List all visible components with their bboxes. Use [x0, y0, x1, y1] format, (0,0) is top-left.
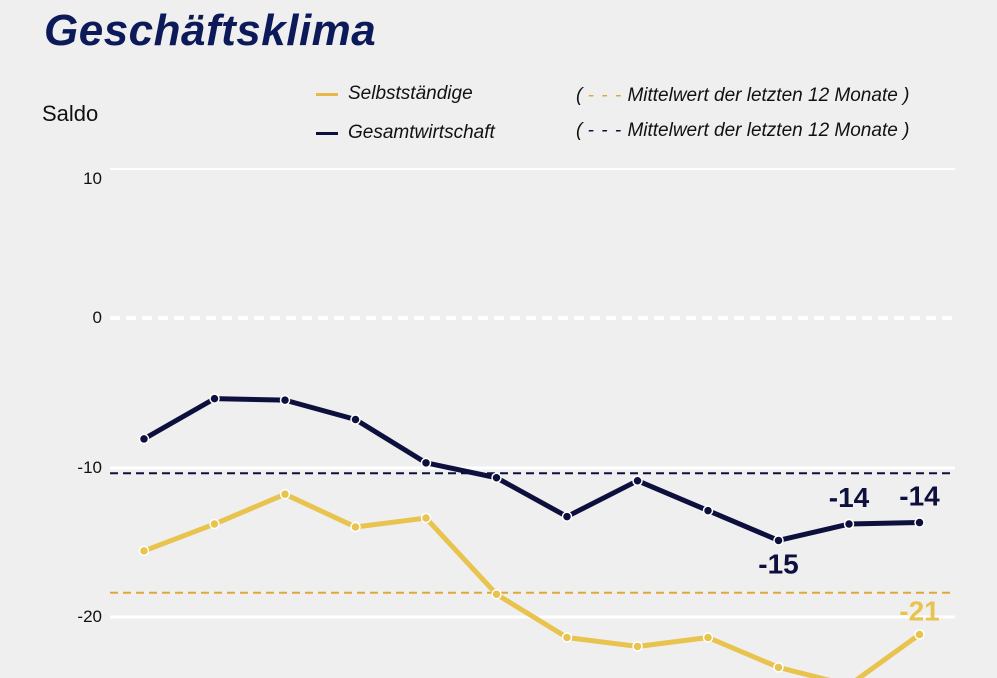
data-point — [914, 517, 925, 528]
data-label: -14 — [829, 482, 870, 513]
chart-title: Geschäftsklima — [44, 6, 377, 55]
data-point — [843, 518, 855, 530]
dashed-line-icon: - - - — [587, 85, 623, 106]
y-tick: -10 — [77, 458, 102, 477]
series-line — [143, 491, 921, 678]
legend-label: Selbstständige — [348, 83, 473, 104]
data-point — [420, 457, 432, 469]
series-lines — [138, 393, 925, 678]
mean-lines — [110, 472, 955, 594]
data-point — [702, 632, 714, 643]
y-tick: -20 — [77, 607, 102, 626]
y-axis-label: Saldo — [42, 101, 99, 126]
series-line — [142, 396, 920, 543]
legend-swatch-yellow — [316, 92, 338, 96]
data-label: -15 — [758, 548, 798, 579]
legend-item-selbststaendige: Selbstständige — [316, 83, 473, 105]
legend-swatch-navy — [316, 131, 338, 135]
legend-mean-gesamtwirtschaft: ( - - - Mittelwert der letzten 12 Monate… — [576, 120, 910, 141]
data-point — [209, 393, 220, 404]
data-point — [561, 632, 573, 643]
data-labels: -21 -15 -14 -14 — [758, 481, 940, 627]
data-point — [632, 475, 643, 486]
y-tick: 0 — [92, 308, 102, 327]
data-point — [914, 629, 925, 640]
data-point — [420, 512, 432, 524]
y-tick: 10 — [83, 169, 102, 188]
data-point — [138, 545, 150, 557]
data-label: -21 — [899, 596, 939, 627]
data-point — [279, 394, 291, 406]
gridlines — [110, 168, 955, 619]
legend-item-gesamtwirtschaft: Gesamtwirtschaft — [316, 122, 495, 144]
data-label: -14 — [899, 481, 940, 512]
data-point — [209, 518, 220, 530]
data-point — [350, 414, 361, 425]
data-point — [561, 511, 573, 522]
data-point — [491, 588, 502, 600]
data-point — [702, 505, 714, 516]
legend-mean-selbststaendige: ( - - - Mittelwert der letzten 12 Monate… — [576, 85, 910, 106]
data-point — [491, 472, 502, 484]
legend-label: Gesamtwirtschaft — [348, 122, 495, 143]
data-point — [773, 535, 784, 546]
data-point — [632, 641, 643, 652]
dashed-line-icon: - - - — [587, 120, 623, 141]
data-point — [350, 521, 361, 533]
data-point — [773, 662, 784, 673]
data-point — [279, 488, 291, 500]
data-point — [138, 433, 150, 445]
